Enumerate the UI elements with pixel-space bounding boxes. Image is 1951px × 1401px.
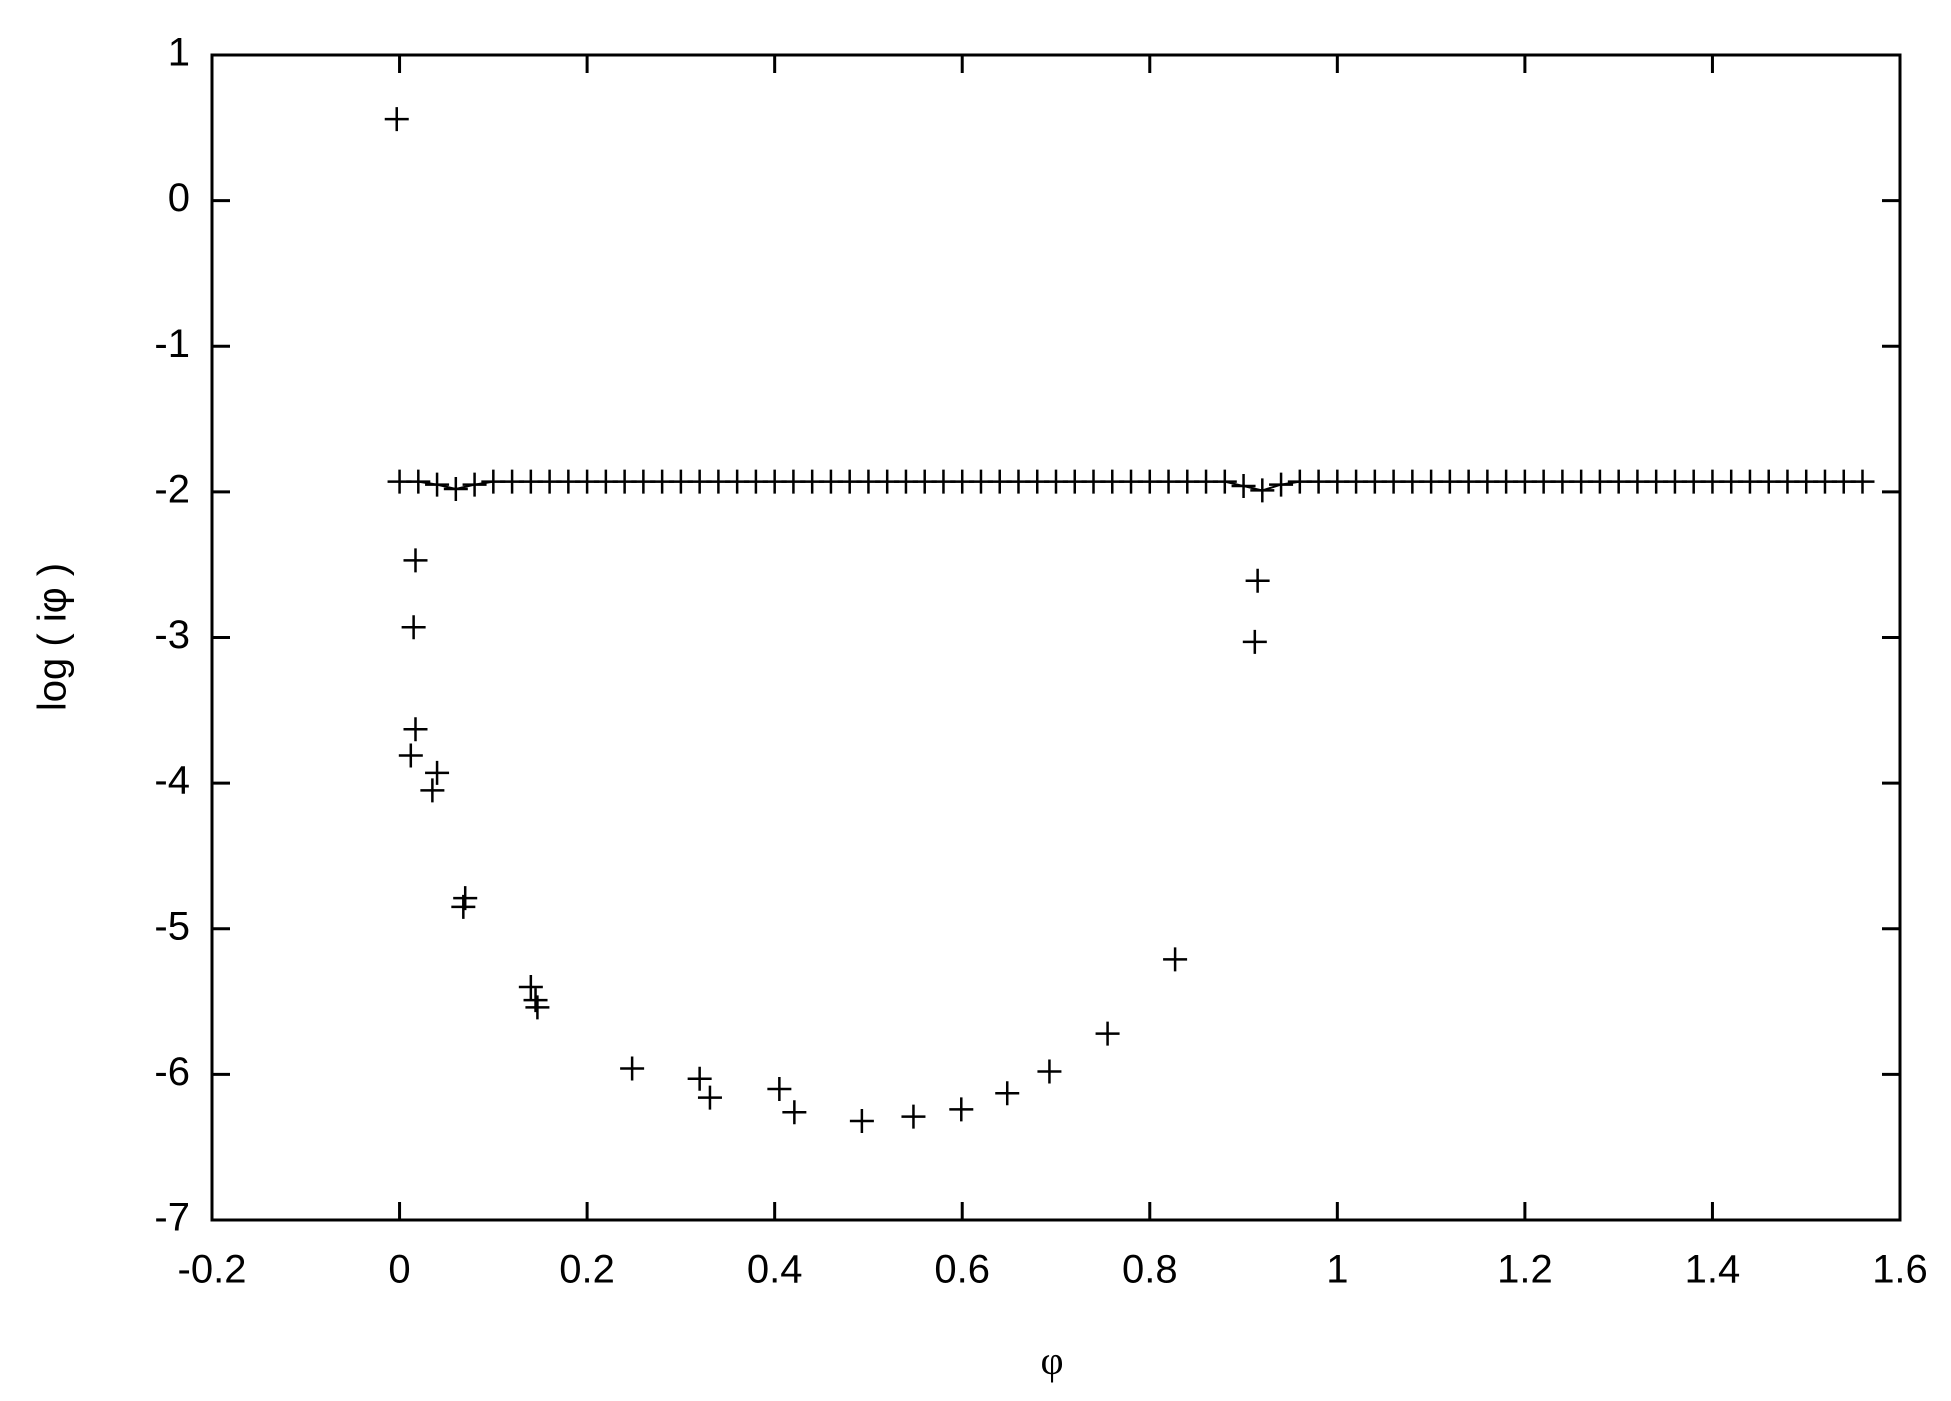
x-tick-label: 0.8 (1122, 1248, 1178, 1292)
y-axis-label: log ( iφ ) (31, 563, 75, 711)
point-marker (403, 717, 428, 742)
point-marker (901, 1104, 926, 1129)
point-marker (1850, 469, 1875, 494)
point-marker (398, 743, 423, 768)
x-tick-label: 0.6 (934, 1248, 990, 1292)
point-marker (1242, 629, 1267, 654)
point-marker (518, 975, 543, 999)
point-marker (767, 1076, 792, 1101)
y-tick-label: -4 (154, 759, 190, 803)
point-marker (443, 476, 468, 501)
point-marker (451, 894, 476, 919)
point-marker (1269, 472, 1294, 497)
point-marker (462, 472, 487, 497)
point-marker (687, 1066, 712, 1091)
y-tick-label: 0 (168, 176, 190, 220)
x-tick-label: 1.6 (1872, 1248, 1928, 1292)
x-tick-label: 0.4 (747, 1248, 803, 1292)
point-marker (782, 1100, 807, 1125)
x-tick-label: -0.2 (178, 1248, 247, 1292)
y-tick-label: -2 (154, 467, 190, 511)
x-tick-label: 1.2 (1497, 1248, 1553, 1292)
point-marker (420, 778, 445, 803)
point-marker (1212, 469, 1237, 494)
point-marker (1037, 1059, 1062, 1084)
point-marker (425, 760, 450, 785)
point-marker (406, 469, 431, 494)
y-tick-label: 1 (168, 31, 190, 75)
x-tick-label: 1 (1326, 1248, 1348, 1292)
point-marker (1245, 568, 1270, 593)
point-marker (995, 1081, 1020, 1106)
point-marker (525, 995, 550, 1020)
point-marker (1250, 478, 1275, 503)
y-tick-label: -6 (154, 1050, 190, 1094)
x-axis-label: φ (1040, 1338, 1063, 1383)
point-marker (384, 107, 409, 132)
point-marker (949, 1097, 974, 1122)
point-marker (697, 1085, 722, 1110)
point-marker (1231, 474, 1256, 499)
x-tick-label: 0 (388, 1248, 410, 1292)
y-tick-label: -1 (154, 322, 190, 366)
point-marker (425, 472, 450, 497)
x-tick-label: 0.2 (559, 1248, 615, 1292)
point-marker (1163, 947, 1188, 972)
y-tick-label: -7 (154, 1196, 190, 1240)
x-tick-label: 1.4 (1685, 1248, 1741, 1292)
plot-frame (210, 53, 1902, 1222)
point-marker (620, 1056, 645, 1081)
point-marker (403, 548, 428, 573)
y-tick-label: -3 (154, 613, 190, 657)
point-marker (849, 1108, 874, 1133)
point-marker (401, 615, 426, 640)
point-marker (1095, 1021, 1120, 1046)
y-tick-label: -5 (154, 904, 190, 948)
